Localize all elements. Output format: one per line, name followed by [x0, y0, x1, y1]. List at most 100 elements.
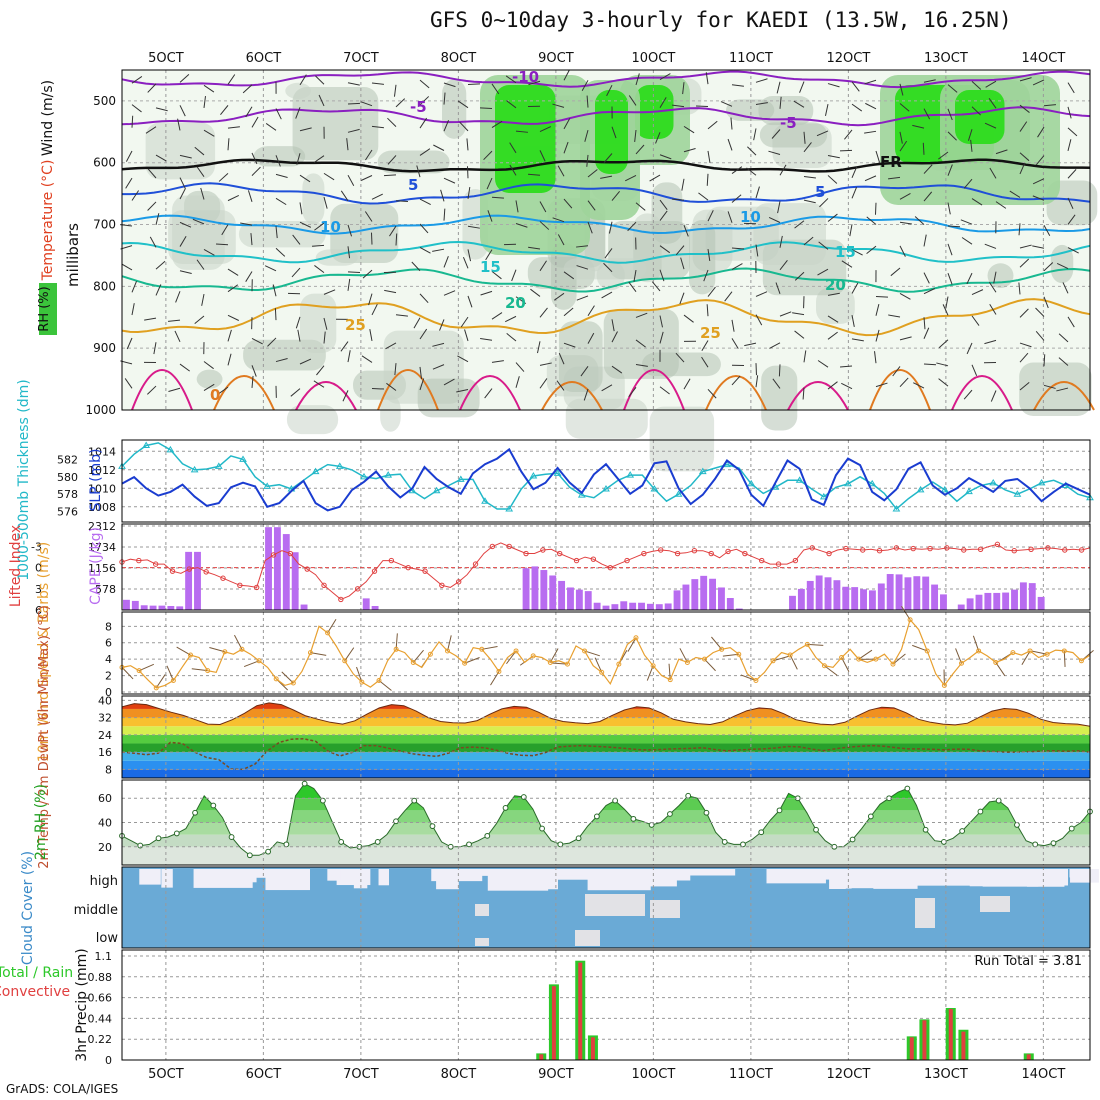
wind-barb: [264, 265, 277, 272]
cloud-gap-high: [914, 869, 975, 886]
wind-barb: [121, 263, 133, 271]
rh-saturated-patch: [955, 90, 1005, 144]
wind-barb: [1035, 155, 1045, 166]
y-tick-label: 0.44: [88, 1012, 113, 1025]
rh-patch: [758, 96, 814, 126]
thickness-marker: [360, 472, 368, 480]
wind-barb: [505, 75, 517, 84]
wind-barb: [608, 221, 613, 234]
wind-barb: [914, 216, 925, 225]
thickness-marker: [892, 505, 901, 512]
cloud-gap-high: [353, 869, 368, 889]
cape-bar: [931, 584, 939, 610]
wind-speed-marker: [462, 660, 468, 666]
lifted-index-marker: [674, 550, 681, 557]
wind-barb: [731, 194, 742, 203]
wind-barb: [1062, 282, 1069, 294]
wind-barb: [393, 84, 397, 97]
wind-barb: [1056, 387, 1069, 392]
wind-barb: [1058, 357, 1069, 366]
rh-marker: [721, 839, 728, 845]
cape-bar: [726, 598, 734, 610]
wind-barb: [563, 198, 573, 209]
wind-barb: [747, 146, 757, 156]
cape-bar: [789, 595, 796, 610]
thickness-marker: [795, 476, 804, 483]
cloud-level-label: low: [96, 931, 119, 946]
wind-barb: [443, 290, 456, 296]
wind-barb: [275, 226, 278, 239]
wind-speed-marker: [136, 668, 142, 674]
rh-marker: [539, 825, 545, 832]
wind-barb: [464, 329, 469, 342]
contour-label: 5: [815, 183, 825, 201]
wind-barb: [628, 95, 637, 106]
cloud-gap-high: [194, 869, 257, 883]
wind-barb: [347, 174, 355, 186]
wind-barb: [419, 366, 423, 379]
surface-temperature-contour: [459, 375, 521, 411]
cape-bar: [176, 606, 184, 610]
wind-barb: [1009, 190, 1021, 198]
y-tick-label-left: 578: [57, 488, 78, 501]
cape-bar: [291, 552, 299, 610]
wind-barb: [203, 84, 215, 93]
wind-barb-10m: [740, 674, 757, 681]
wind-barb: [794, 271, 805, 281]
lifted-index-marker: [388, 557, 395, 564]
y-tick-label: 0.66: [88, 992, 113, 1005]
lifted-index-marker: [759, 557, 765, 564]
rh-marker: [867, 813, 874, 820]
wind-barb: [194, 146, 205, 156]
lifted-index-marker: [893, 545, 900, 551]
lifted-index-marker: [624, 557, 630, 564]
wind-barb: [215, 243, 229, 246]
wind-barb: [275, 197, 287, 206]
cape-bar: [593, 602, 601, 610]
y-tick-label-right: 1734: [88, 541, 116, 554]
wind-barb: [875, 150, 881, 163]
wind-barb: [462, 257, 469, 269]
wind-barb: [220, 105, 229, 116]
wind-speed-marker: [427, 651, 433, 657]
lifted-index-marker: [910, 545, 916, 552]
wind-barb: [131, 303, 135, 316]
cape-bar: [860, 589, 867, 610]
rh-patch: [196, 369, 223, 389]
wind-barb: [315, 75, 325, 85]
temperature-frame: [121, 695, 1091, 779]
lifted-index-marker: [826, 550, 832, 557]
wind-barb: [179, 270, 192, 274]
wind-barb: [245, 106, 253, 118]
wind-barb: [295, 316, 301, 329]
wind-barb: [251, 166, 261, 176]
wind-barb: [1019, 77, 1032, 82]
wind-barb: [922, 142, 925, 155]
cloud-gap-middle: [575, 930, 600, 946]
cape-bar: [575, 589, 583, 610]
cape-bar: [975, 594, 983, 610]
wind-barb: [659, 199, 668, 210]
wind-barb: [778, 364, 781, 377]
lifted-index-marker: [876, 548, 883, 554]
wind-barb-10m: [594, 657, 603, 673]
wind-barb: [779, 96, 782, 109]
wind-barb: [292, 234, 301, 245]
rh-marker: [155, 835, 162, 842]
temperature-band: [122, 702, 1090, 709]
wind-barb: [1019, 104, 1030, 113]
wind-barb: [659, 315, 663, 328]
wind-barb: [323, 289, 336, 295]
wind-barb: [528, 246, 541, 250]
cloud-gap-middle: [475, 904, 489, 916]
wind-barb: [819, 198, 829, 208]
cloud-level-label: high: [90, 874, 118, 889]
wind-barb: [727, 138, 733, 151]
wind-barb: [899, 192, 911, 200]
cape-bar: [806, 580, 814, 610]
contour-label: 10: [740, 208, 761, 226]
wind-barb: [443, 82, 456, 88]
x-tick-label-top: 8OCT: [441, 51, 477, 66]
lifted-index-marker: [304, 566, 310, 572]
